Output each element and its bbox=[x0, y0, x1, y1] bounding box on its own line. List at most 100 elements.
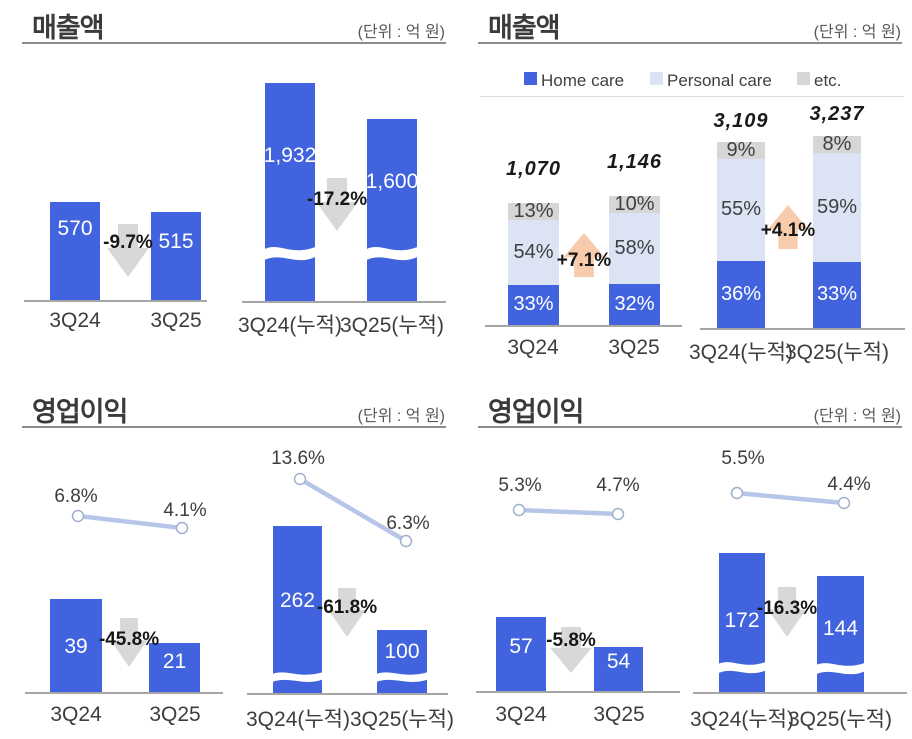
title-rule bbox=[22, 42, 446, 44]
unit-label: (단위 : 억 원) bbox=[813, 24, 901, 41]
bar-3Q25 bbox=[151, 212, 201, 300]
segment-Home care bbox=[813, 262, 861, 328]
plot-area: 6.8% 4.1% 13.6% 6.3% 39 21 262 100 -45.8% -61.8% 3… bbox=[0, 370, 456, 739]
segment-pct-label: 33% bbox=[513, 293, 554, 315]
bar-3Q25(누적) bbox=[377, 630, 427, 693]
category-label: 3Q24 bbox=[507, 336, 559, 359]
segment-pct-label: 54% bbox=[513, 240, 554, 263]
title-rule bbox=[478, 42, 902, 44]
segment-Personal care bbox=[717, 159, 765, 261]
segment-pct-label: 10% bbox=[614, 192, 655, 215]
category-label: 3Q24 bbox=[50, 703, 102, 726]
category-label: 3Q25(누적) bbox=[788, 708, 892, 731]
bar-total-label: 1,070 bbox=[505, 158, 562, 180]
segment-pct-label: 33% bbox=[816, 283, 858, 305]
segment-pct-label: 59% bbox=[816, 195, 858, 218]
legend-swatch-home-care-icon bbox=[524, 71, 537, 85]
chart-title: 매출액 bbox=[488, 13, 561, 43]
panel-operating-profit-right: 영업이익 (단위 : 억 원) 5.3% 4.7% 5.5% 4.4% 57 54 172 1… bbox=[456, 370, 912, 739]
legend-item-etc: etc. bbox=[797, 71, 841, 91]
panel-operating-profit-left: 영업이익 (단위 : 억 원) 6.8% 4.1% 13.6% 6.3% 39 21 262… bbox=[0, 370, 456, 739]
margin-label: 13.6% bbox=[271, 448, 325, 469]
segment-etc. bbox=[609, 196, 660, 213]
category-label: 3Q25 bbox=[608, 336, 660, 359]
chart-title: 매출액 bbox=[32, 13, 105, 43]
bar-3Q24(누적) bbox=[265, 83, 315, 301]
bar-3Q25 bbox=[149, 643, 200, 692]
bar-3Q24 bbox=[50, 202, 100, 300]
unit-label: (단위 : 억 원) bbox=[357, 24, 445, 41]
bar-total-label: 3,109 bbox=[713, 110, 769, 132]
x-axis-line bbox=[24, 300, 207, 302]
chart-title: 영업이익 bbox=[488, 397, 584, 427]
change-label: -5.8% bbox=[546, 630, 596, 651]
legend-swatch-personal-care-icon bbox=[650, 71, 663, 85]
bar-value-label: 1,932 bbox=[263, 144, 317, 167]
plot-area: 13% 54% 33% 1,070 10% 58% 32% 1,146 9% 55% 36% 3,10… bbox=[456, 0, 912, 370]
bar-value-label: 172 bbox=[724, 609, 760, 632]
segment-etc. bbox=[717, 142, 765, 159]
segment-pct-label: 55% bbox=[720, 198, 762, 220]
bar-value-label: 570 bbox=[57, 217, 93, 240]
bar-value-label: 21 bbox=[162, 650, 187, 673]
plot-area: 5.3% 4.7% 5.5% 4.4% 57 54 172 144 -5.8% -16.3% 3Q2… bbox=[456, 370, 912, 739]
bar-total-label: 1,146 bbox=[606, 151, 663, 173]
legend-label: Home care bbox=[541, 71, 625, 90]
bar-value-label: 515 bbox=[158, 230, 194, 253]
segment-etc. bbox=[813, 136, 861, 153]
category-label: 3Q25(누적) bbox=[785, 341, 889, 364]
category-label: 3Q24(누적) bbox=[238, 314, 342, 337]
category-label: 3Q24(누적) bbox=[246, 708, 350, 731]
category-label: 3Q24 bbox=[495, 703, 547, 726]
change-label: -45.8% bbox=[98, 629, 160, 650]
category-label: 3Q25 bbox=[150, 309, 202, 332]
bar-3Q24(누적) bbox=[273, 526, 322, 693]
x-axis-line bbox=[485, 325, 682, 327]
change-label: +4.1% bbox=[760, 220, 816, 241]
segment-pct-label: 32% bbox=[614, 292, 655, 315]
category-label: 3Q25(누적) bbox=[340, 314, 444, 337]
margin-label: 6.8% bbox=[54, 486, 98, 507]
unit-label: (단위 : 억 원) bbox=[357, 408, 445, 425]
margin-label: 4.4% bbox=[827, 474, 871, 495]
segment-pct-label: 58% bbox=[614, 236, 655, 259]
bar-value-label: 144 bbox=[822, 617, 859, 640]
legend-rule bbox=[480, 96, 904, 97]
bar-value-label: 1,600 bbox=[365, 170, 419, 193]
legend-item-personal-care: Personal care bbox=[650, 71, 772, 91]
segment-Personal care bbox=[609, 213, 660, 284]
x-axis-line bbox=[25, 692, 223, 694]
x-axis-line bbox=[247, 693, 448, 695]
segment-Home care bbox=[609, 284, 660, 325]
margin-label: 6.3% bbox=[386, 513, 430, 534]
category-label: 3Q24 bbox=[49, 309, 101, 332]
change-label: +7.1% bbox=[556, 250, 612, 271]
segment-pct-label: 9% bbox=[726, 138, 756, 161]
segment-Personal care bbox=[813, 153, 861, 262]
legend-item-home-care: Home care bbox=[524, 71, 624, 91]
change-label: -61.8% bbox=[316, 597, 378, 618]
segment-etc. bbox=[508, 203, 559, 220]
change-label: -17.2% bbox=[306, 189, 368, 210]
margin-label: 4.1% bbox=[163, 500, 207, 521]
legend-swatch-etc-icon bbox=[797, 71, 810, 85]
bar-3Q24 bbox=[496, 617, 546, 691]
category-label: 3Q24(누적) bbox=[690, 708, 794, 731]
bar-value-label: 54 bbox=[606, 650, 631, 673]
unit-label: (단위 : 억 원) bbox=[813, 408, 901, 425]
margin-label: 4.7% bbox=[596, 475, 640, 496]
panel-revenue-quarterly: 매출액 (단위 : 억 원) 570 515 1,932 1,600 -9.7% -17.… bbox=[0, 0, 456, 370]
segment-pct-label: 36% bbox=[720, 282, 762, 305]
bar-3Q25 bbox=[594, 647, 643, 691]
bar-total-label: 3,237 bbox=[809, 103, 865, 125]
category-label: 3Q25 bbox=[149, 703, 201, 726]
bar-3Q24 bbox=[50, 599, 102, 692]
legend-label: etc. bbox=[814, 71, 842, 90]
chart-title: 영업이익 bbox=[32, 397, 128, 427]
segment-Home care bbox=[717, 261, 765, 328]
bar-value-label: 39 bbox=[64, 635, 88, 658]
category-label: 3Q25(누적) bbox=[350, 708, 454, 731]
category-label: 3Q25 bbox=[593, 703, 645, 726]
title-rule bbox=[478, 426, 902, 428]
